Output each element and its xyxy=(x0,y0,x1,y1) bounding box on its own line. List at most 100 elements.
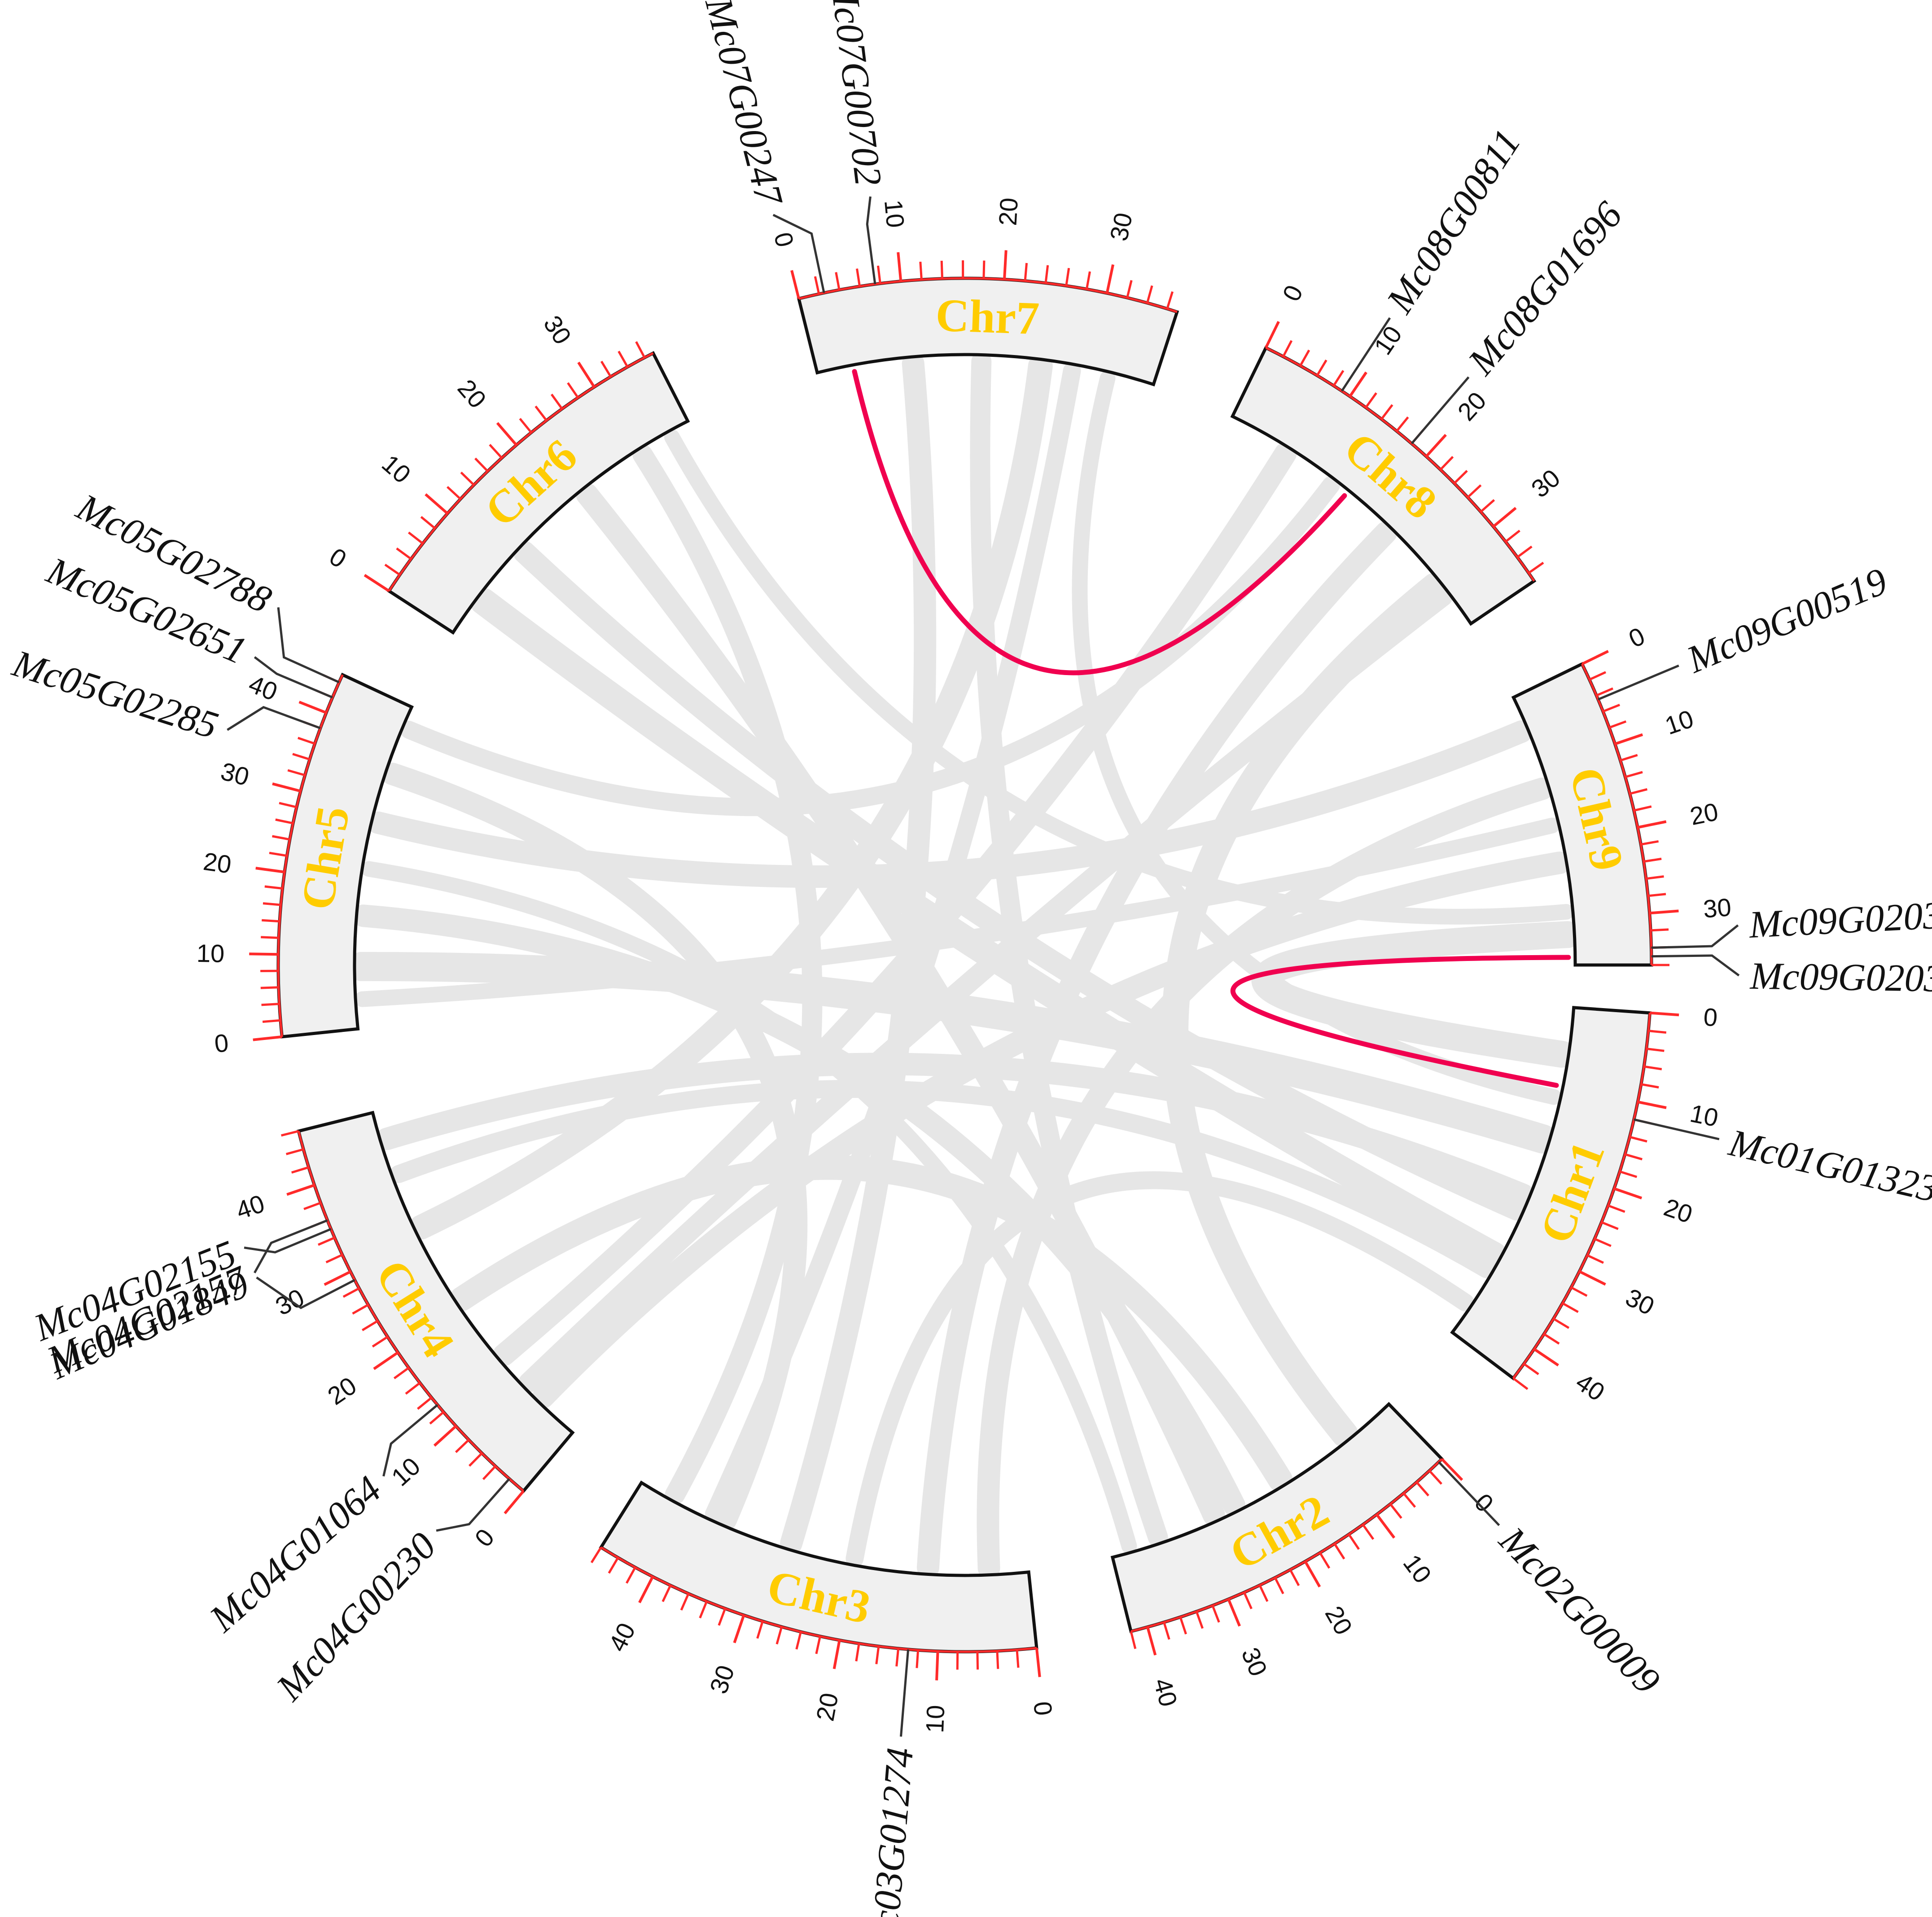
major-tick xyxy=(935,1651,939,1680)
gene-leader-line xyxy=(277,607,340,684)
minor-tick xyxy=(303,1202,321,1211)
minor-tick xyxy=(534,405,548,421)
minor-tick xyxy=(417,1396,433,1410)
minor-tick xyxy=(325,1254,343,1263)
tick-label: 30 xyxy=(1621,1283,1659,1320)
minor-tick xyxy=(362,1320,378,1331)
minor-tick xyxy=(1415,1481,1429,1496)
gene-leader-line xyxy=(866,196,876,285)
tick-label: 40 xyxy=(232,1189,268,1225)
tick-label: 40 xyxy=(1148,1675,1183,1710)
chromosome-band xyxy=(599,1480,1038,1654)
minor-tick xyxy=(1505,530,1520,543)
minor-tick xyxy=(1553,1317,1570,1329)
minor-tick xyxy=(1428,1470,1442,1485)
minor-tick xyxy=(856,268,861,287)
highlighted-links xyxy=(852,369,1571,1088)
gene-label: Mc08G01696 xyxy=(1459,193,1630,383)
minor-tick xyxy=(262,1019,281,1023)
synteny-link-chr3-chr8 xyxy=(916,521,1398,1579)
minor-tick xyxy=(1299,349,1310,367)
major-tick xyxy=(1578,1270,1606,1286)
gene-label: Mc09G00519 xyxy=(1680,559,1893,682)
gene-label: Mc09G02033 xyxy=(1747,892,1932,946)
minor-tick xyxy=(626,1566,636,1584)
gene-leader-line xyxy=(1634,1118,1720,1141)
gene-leader-line xyxy=(1411,376,1470,444)
tick-label: 10 xyxy=(879,198,910,229)
gene-mc07g00247: Mc07G00247 xyxy=(697,0,825,294)
gene-leader-line xyxy=(1438,1461,1500,1527)
minor-tick xyxy=(1608,720,1627,729)
tick-label: 30 xyxy=(218,757,252,791)
minor-tick xyxy=(590,1547,602,1563)
major-tick xyxy=(1441,1458,1463,1481)
minor-tick xyxy=(550,394,563,410)
gene-mc04g01064: Mc04G01064 xyxy=(201,1404,438,1641)
minor-tick xyxy=(384,563,401,576)
major-tick xyxy=(286,1184,315,1196)
minor-tick xyxy=(1625,771,1643,778)
minor-tick xyxy=(279,802,297,808)
major-tick xyxy=(1035,1648,1041,1677)
tick-label: 10 xyxy=(1661,704,1697,740)
minor-tick xyxy=(264,885,283,890)
tick-label: 0 xyxy=(1028,1700,1058,1717)
minor-tick xyxy=(455,1439,470,1453)
minor-tick xyxy=(393,1367,410,1379)
minor-tick xyxy=(1319,1552,1331,1569)
minor-tick xyxy=(262,919,280,923)
tick-label: 20 xyxy=(1320,1601,1358,1639)
major-tick xyxy=(1581,650,1609,665)
minor-tick xyxy=(272,835,290,841)
major-tick xyxy=(373,1351,399,1370)
major-tick xyxy=(425,493,449,515)
minor-tick xyxy=(1640,840,1659,846)
gene-label: Mc07G00702 xyxy=(822,0,890,188)
minor-tick xyxy=(1512,1377,1529,1390)
major-tick xyxy=(253,1035,282,1041)
minor-tick xyxy=(1211,1605,1220,1623)
tick-label: 30 xyxy=(271,1283,309,1321)
minor-tick xyxy=(875,1646,880,1664)
major-tick xyxy=(1650,1011,1679,1017)
minor-tick xyxy=(275,818,294,825)
minor-tick xyxy=(877,265,881,284)
minor-tick xyxy=(1258,1584,1269,1602)
minor-tick xyxy=(482,1465,496,1480)
minor-tick xyxy=(600,360,612,377)
minor-tick xyxy=(292,753,310,761)
tick-baseline xyxy=(297,1131,525,1492)
tick-label: 20 xyxy=(202,847,233,879)
major-tick xyxy=(1349,371,1367,397)
major-tick xyxy=(1637,820,1667,829)
background-links xyxy=(346,351,1582,1579)
tick-label: 0 xyxy=(1277,281,1308,306)
minor-tick xyxy=(269,851,287,857)
minor-tick xyxy=(815,1636,821,1654)
minor-tick xyxy=(287,769,306,776)
major-tick xyxy=(272,782,301,793)
gene-leader-line xyxy=(382,1404,438,1477)
gene-leader-line xyxy=(900,1649,910,1737)
minor-tick xyxy=(297,737,315,745)
minor-tick xyxy=(1608,1204,1625,1213)
tick-baseline xyxy=(388,352,654,592)
tick-label: 20 xyxy=(1660,1193,1696,1228)
tick-marks: 0 10 20 30 40 xyxy=(1130,1458,1499,1710)
gene-leader-line xyxy=(244,1228,332,1254)
tick-label: 0 xyxy=(469,1523,499,1552)
minor-tick xyxy=(1516,545,1533,558)
minor-tick xyxy=(662,1585,672,1602)
major-tick xyxy=(577,361,596,388)
minor-tick xyxy=(1543,1333,1560,1345)
gene-mc02g00009: Mc02G00009 xyxy=(1438,1461,1669,1702)
gene-leader-line xyxy=(254,1219,328,1274)
minor-tick xyxy=(405,1382,421,1395)
minor-tick xyxy=(1195,1611,1204,1629)
minor-tick xyxy=(280,1130,299,1137)
